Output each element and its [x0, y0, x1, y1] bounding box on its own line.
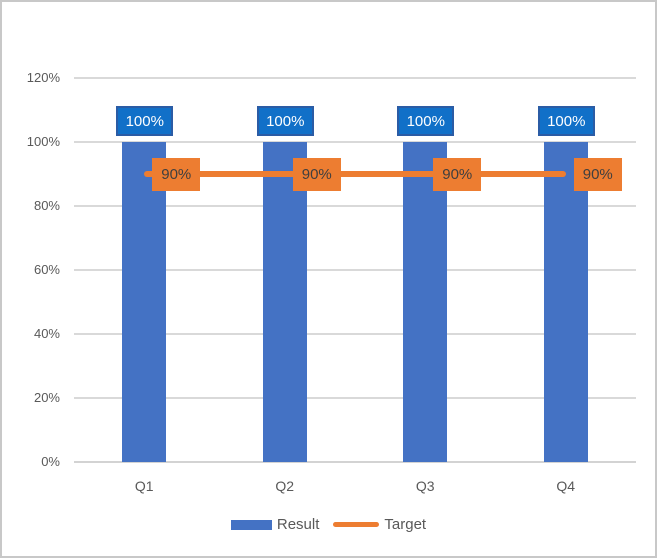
gridline-20% [74, 397, 636, 399]
chart-legend: Result Target [2, 516, 655, 533]
y-axis-tick-label: 60% [33, 262, 60, 277]
y-axis-tick-label: 40% [33, 326, 60, 341]
y-axis-tick-label: 120% [26, 70, 60, 85]
result-bar-q2[interactable] [262, 142, 307, 462]
y-axis-tick-label: 20% [33, 390, 60, 405]
gridline-100% [74, 141, 636, 143]
gridline-40% [74, 333, 636, 335]
target-line[interactable] [144, 171, 566, 177]
y-axis-tick-label: 80% [33, 198, 60, 213]
result-data-label-q1[interactable]: 100% [116, 106, 174, 136]
result-bar-q3[interactable] [403, 142, 448, 462]
x-axis-line [74, 461, 636, 463]
gridline-80% [74, 205, 636, 207]
x-axis-tick-label-q4: Q4 [556, 478, 576, 494]
y-axis-tick-label: 0% [41, 454, 60, 469]
target-data-label-q3[interactable]: 90% [433, 158, 482, 191]
target-series-swatch-icon [333, 522, 380, 527]
x-axis-tick-label-q3: Q3 [415, 478, 435, 494]
result-bar-q1[interactable] [122, 142, 167, 462]
x-axis-tick-label-q1: Q1 [134, 478, 154, 494]
result-data-label-q2[interactable]: 100% [256, 106, 314, 136]
legend-label-result: Result [276, 516, 320, 533]
result-data-label-q4[interactable]: 100% [537, 106, 595, 136]
legend-item-result[interactable]: Result [230, 516, 320, 533]
x-axis-tick-label-q2: Q2 [275, 478, 295, 494]
target-data-label-q2[interactable]: 90% [292, 158, 341, 191]
gridline-120% [74, 77, 636, 79]
result-bar-q4[interactable] [543, 142, 588, 462]
result-data-label-q3[interactable]: 100% [397, 106, 455, 136]
target-data-label-q4[interactable]: 90% [573, 158, 622, 191]
legend-item-target[interactable]: Target [333, 516, 426, 533]
result-series-swatch-icon [230, 519, 272, 530]
y-axis-tick-label: 100% [26, 134, 60, 149]
gridline-60% [74, 269, 636, 271]
target-data-label-q1[interactable]: 90% [152, 158, 201, 191]
legend-label-target: Target [384, 516, 427, 533]
